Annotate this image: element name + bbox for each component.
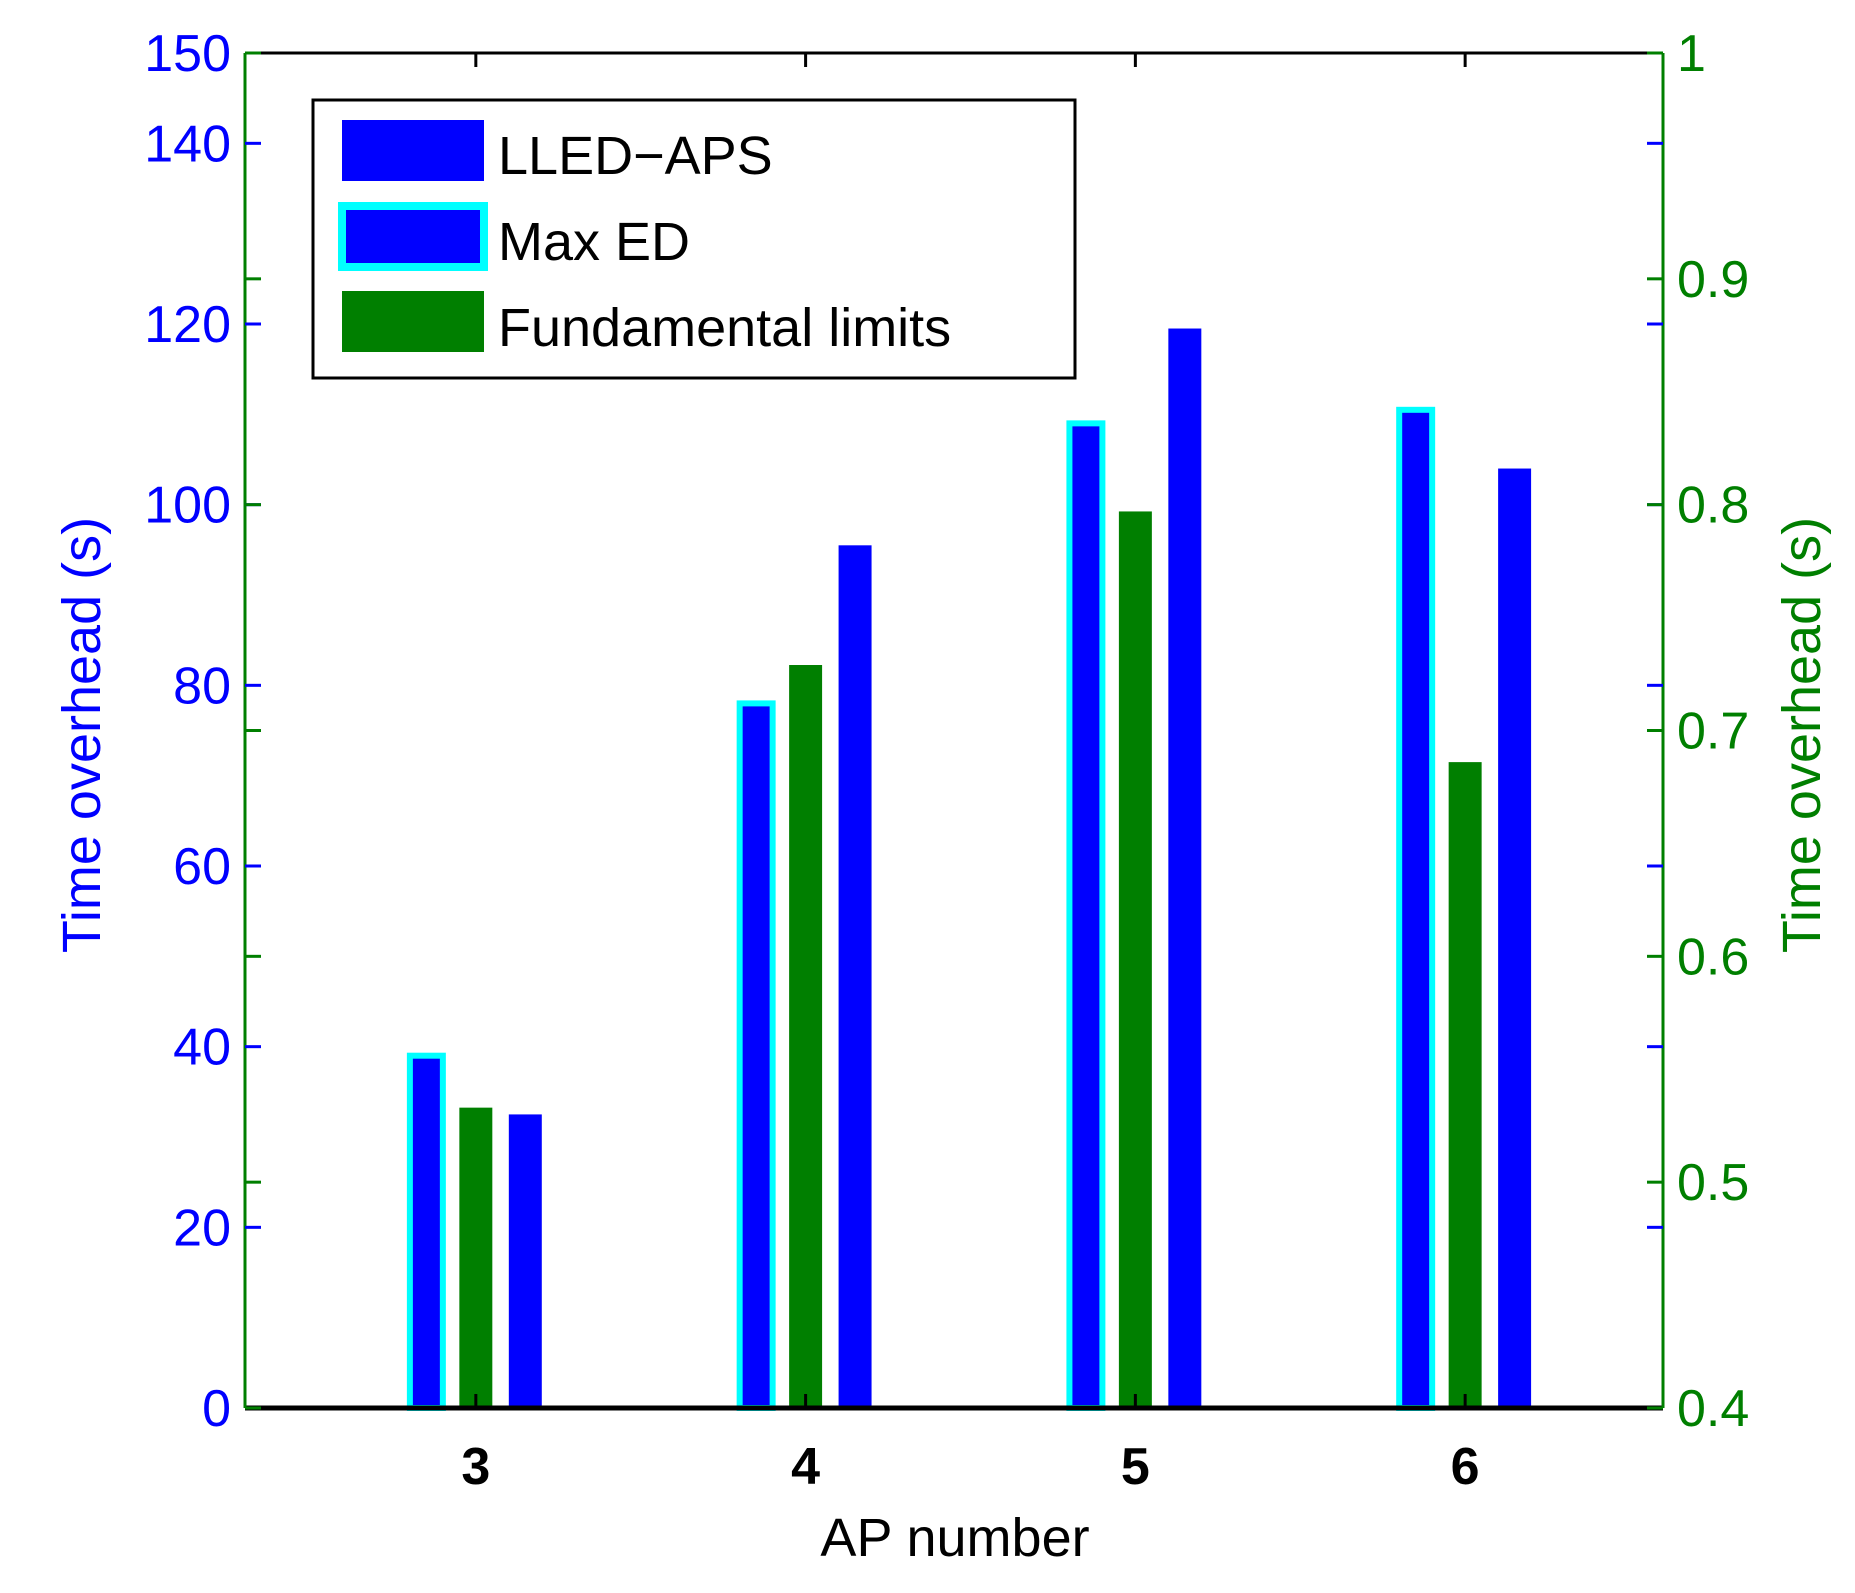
x-axis-label: AP number <box>820 1508 1089 1568</box>
right-tick-label-0.6: 0.6 <box>1677 928 1749 986</box>
x-axis-ticks: 3 4 5 6 <box>461 53 1480 1496</box>
legend-label-fundamental-limits: Fundamental limits <box>498 298 951 358</box>
bars-group <box>406 328 1532 1412</box>
bar-max-ed-6 <box>1396 406 1436 1412</box>
right-tick-label-0.7: 0.7 <box>1677 703 1749 761</box>
legend: LLED−APS Max ED Fundamental limits <box>311 98 1077 380</box>
legend-swatch-fundamental-limits <box>342 291 484 352</box>
bar-lled-aps-6 <box>1498 468 1532 1408</box>
left-tick-label-60: 60 <box>173 838 231 896</box>
right-tick-label-0.9: 0.9 <box>1677 251 1749 309</box>
bar-max-ed-3 <box>406 1052 446 1411</box>
left-tick-label-150: 150 <box>144 25 231 83</box>
bar-fundamental-limits-4 <box>789 665 823 1408</box>
left-tick-label-40: 40 <box>173 1019 231 1077</box>
left-tick-label-140: 140 <box>144 115 231 173</box>
right-tick-label-0.4: 0.4 <box>1677 1380 1749 1438</box>
left-tick-label-80: 80 <box>173 657 231 715</box>
bar-lled-aps-5 <box>1168 328 1202 1409</box>
legend-swatch-lled-aps <box>342 120 484 181</box>
bar-fundamental-limits-3 <box>459 1107 493 1408</box>
left-tick-label-0: 0 <box>202 1380 231 1438</box>
right-tick-label-1: 1 <box>1677 25 1706 83</box>
bar-lled-aps-3 <box>508 1114 542 1408</box>
left-y-axis-label: Time overhead (s) <box>52 517 112 953</box>
x-tick-label-6: 6 <box>1451 1438 1480 1496</box>
bar-lled-aps-4 <box>838 545 872 1408</box>
right-y-axis-label: Time overhead (s) <box>1772 517 1832 953</box>
legend-label-max-ed: Max ED <box>498 212 690 272</box>
right-tick-label-0.5: 0.5 <box>1677 1154 1749 1212</box>
right-axis-ticks: 0.4 0.5 0.6 0.7 0.8 0.9 1 <box>245 25 1749 1438</box>
x-tick-label-5: 5 <box>1121 1438 1150 1496</box>
bar-max-ed-4 <box>736 700 776 1411</box>
left-tick-label-20: 20 <box>173 1199 231 1257</box>
bar-fundamental-limits-6 <box>1448 762 1482 1408</box>
left-tick-label-120: 120 <box>144 296 231 354</box>
bar-max-ed-5 <box>1066 420 1106 1412</box>
right-tick-label-0.8: 0.8 <box>1677 477 1749 535</box>
legend-swatch-max-ed <box>338 202 488 271</box>
x-tick-label-3: 3 <box>461 1438 490 1496</box>
legend-label-lled-aps: LLED−APS <box>498 126 773 186</box>
x-tick-label-4: 4 <box>791 1438 820 1496</box>
bar-fundamental-limits-5 <box>1118 511 1152 1409</box>
left-tick-label-100: 100 <box>144 477 231 535</box>
